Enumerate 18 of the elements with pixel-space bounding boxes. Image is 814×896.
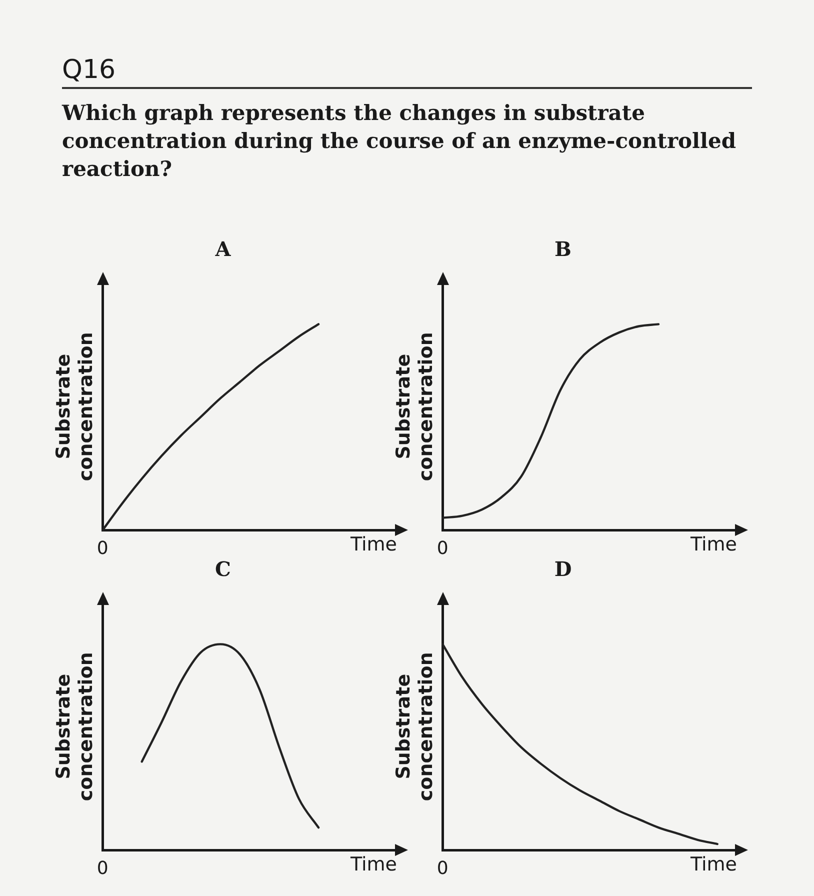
chart-title: A [214, 237, 232, 262]
text: Which graph represents the changes in substrate concentration during the course of an enzyme-controlled reaction? [62, 99, 738, 183]
chart-title: B [554, 237, 572, 262]
chart-title: D [554, 557, 572, 582]
text: 0 [96, 538, 108, 559]
x-axis-title: Time [350, 534, 397, 556]
y-axis-title: Substrate concentration [52, 332, 98, 482]
text: 0 [436, 538, 448, 559]
text: 0 [96, 858, 108, 879]
y-axis-title: Substrate concentration [392, 332, 438, 482]
x-axis-title: Time [690, 854, 737, 876]
x-axis-title: Time [690, 534, 737, 556]
chart-title: C [215, 557, 231, 582]
text: Q16 [62, 55, 752, 89]
x-axis-title: Time [350, 854, 397, 876]
y-axis-title: Substrate concentration [392, 652, 438, 802]
text: 0 [436, 858, 448, 879]
y-axis-title: Substrate concentration [52, 652, 98, 802]
